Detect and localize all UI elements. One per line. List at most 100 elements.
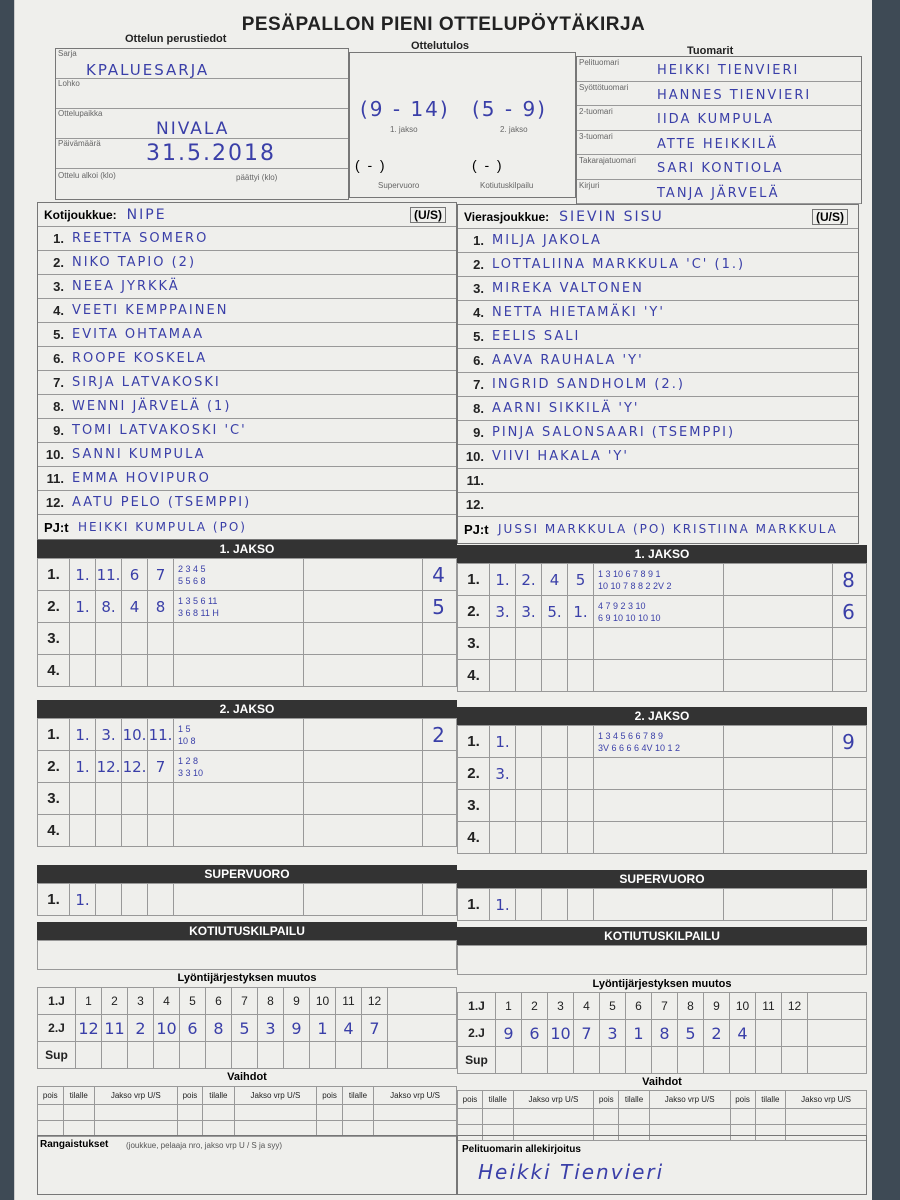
batter-cell: [567, 789, 594, 822]
batter-cell: [541, 725, 568, 758]
referee-role: 3-tuomari: [579, 131, 613, 141]
innings-row: 4.: [37, 814, 457, 847]
referee-name: HEIKKI TIENVIERI: [657, 63, 800, 78]
away-order-table: 1.J 1 2 3 4 5 6 7 8 9 10 11 12 2.J 9 6 10 7 3 1 8 5 2 4 Sup: [457, 992, 867, 1074]
batter-cell: 4: [541, 563, 568, 596]
order-cell: 8: [205, 1014, 232, 1042]
round-score: [832, 789, 867, 822]
order-row-label: Sup: [37, 1041, 76, 1069]
subs-cell: [457, 1108, 483, 1125]
batter-cell: [95, 622, 122, 655]
round-score: 5: [422, 590, 457, 623]
basic-info-heading: Ottelun perustiedot: [125, 33, 227, 45]
order-cell: [361, 1041, 388, 1069]
runs-detail: 1 3 5 6 11 3 6 8 11 H: [173, 590, 304, 623]
order-cell: 10: [309, 987, 336, 1015]
player-row: 6. AAVA RAUHALA 'Y': [458, 349, 858, 373]
jakso1-label: 1. jakso: [390, 125, 418, 134]
start-label: Ottelu alkoi (klo): [58, 171, 116, 180]
subs-cell: [593, 1124, 620, 1141]
order-cell: 2: [703, 1019, 730, 1047]
round-score: 9: [832, 725, 867, 758]
batter-cell: 11.: [147, 718, 174, 751]
subs-heading: Vaihdot: [227, 1071, 267, 1083]
batter-cell: 12.: [121, 750, 148, 783]
order-cell: 10: [153, 1014, 180, 1042]
koti-bar-away: KOTIUTUSKILPAILU: [457, 927, 867, 945]
home-order-table: 1.J 1 2 3 4 5 6 7 8 9 10 11 12 2.J 12 11 2 10 6 8 5 3 9 1 4 7 Sup: [37, 987, 457, 1069]
subs-cell: [373, 1104, 457, 1121]
order-cell: 2: [127, 1014, 154, 1042]
order-cell: 3: [547, 992, 574, 1020]
player-name: NEEA JYRKKÄ: [72, 279, 180, 294]
player-name: TOMI LATVAKOSKI 'C': [72, 423, 247, 438]
referee-name: SARI KONTIOLA: [657, 161, 784, 176]
subs-cell: [373, 1120, 457, 1137]
subs-cell: [341, 1104, 375, 1121]
order-row: Sup: [457, 1046, 867, 1074]
order-cell: 8: [651, 1019, 678, 1047]
sheet-title: PESÄPALLON PIENI OTTELUPÖYTÄKIRJA: [241, 14, 646, 35]
runs-top: 1 3 5 6 11: [178, 595, 218, 606]
player-number: 7.: [473, 377, 484, 392]
order-cell: 5: [231, 1014, 258, 1042]
empty-cell: [387, 1014, 457, 1042]
round-score: [832, 821, 867, 854]
subs-row: [37, 1120, 457, 1137]
player-name: AAVA RAUHALA 'Y': [492, 353, 644, 368]
round-score: [832, 888, 867, 921]
order-cell: 7: [651, 992, 678, 1020]
order-row-label: 2.J: [457, 1019, 496, 1047]
penalties-label: Rangaistukset: [40, 1139, 109, 1150]
super-bar-away: SUPERVUORO: [457, 870, 867, 888]
away-subs-table: pois tilalle Jakso vrp U/S pois tilalle Jakso…: [457, 1090, 867, 1141]
player-name: MILJA JAKOLA: [492, 233, 602, 248]
round-score: [422, 622, 457, 655]
round-number: 2.: [457, 757, 490, 790]
player-number: 8.: [53, 399, 64, 414]
order-cell: 11: [101, 1014, 128, 1042]
player-name: VIIVI HAKALA 'Y': [492, 449, 629, 464]
order-cell: 6: [205, 987, 232, 1015]
order-cell: [547, 1046, 574, 1074]
order-cell: 9: [283, 987, 310, 1015]
home-us-selector[interactable]: (U/S): [410, 206, 446, 223]
empty-cell: [723, 627, 833, 660]
innings-table: 1. 1. 1 3 4 5 6 6 7 8 9 3V 6 6 6 6 4V 10 1 …: [457, 725, 867, 854]
player-name: AATU PELO (TSEMPPI): [72, 495, 252, 510]
referee-row: 3-tuomari ATTE HEIKKILÄ: [577, 131, 861, 155]
batter-cell: [95, 814, 122, 847]
order-cell: 12: [361, 987, 388, 1015]
order-row: 1.J 1 2 3 4 5 6 7 8 9 10 11 12: [37, 987, 457, 1015]
batter-cell: [541, 789, 568, 822]
empty-cell: [723, 888, 833, 921]
batter-cell: [541, 659, 568, 692]
innings-table: 1. 1. 2. 4 5 1 3 10 6 7 8 9 1 10 10 7 8 8 2 2V…: [457, 563, 867, 692]
empty-cell: [807, 1046, 867, 1074]
innings-row: 4.: [457, 659, 867, 692]
player-number: 6.: [53, 351, 64, 366]
empty-cell: [303, 814, 423, 847]
home-team-box: Kotijoukkue: NIPE (U/S) 1. REETTA SOMERO 2. NI…: [37, 202, 457, 540]
referee-row: 2-tuomari IIDA KUMPULA: [577, 106, 861, 131]
batter-cell: [515, 821, 542, 854]
home-team-header: Kotijoukkue: NIPE (U/S): [38, 203, 456, 227]
player-name: VEETI KEMPPAINEN: [72, 303, 229, 318]
coach-label: PJ:t: [464, 521, 489, 537]
batter-cell: 1.: [69, 558, 96, 591]
subs-cell: [62, 1104, 95, 1121]
player-row: 5. EVITA OHTAMAA: [38, 323, 456, 347]
koti-area: [37, 940, 457, 970]
batter-cell: [489, 659, 516, 692]
place-label: Ottelupaikka: [58, 109, 103, 118]
away-us-selector[interactable]: (U/S): [812, 208, 848, 225]
round-score: 4: [422, 558, 457, 591]
super-label: Supervuoro: [378, 181, 420, 190]
player-row: 12. AATU PELO (TSEMPPI): [38, 491, 456, 515]
batter-cell: [541, 888, 568, 921]
referee-name: TANJA JÄRVELÄ: [657, 185, 780, 201]
round-score: [832, 627, 867, 660]
order-cell: 12: [781, 992, 808, 1020]
subs-cell: tilalle: [481, 1090, 514, 1109]
